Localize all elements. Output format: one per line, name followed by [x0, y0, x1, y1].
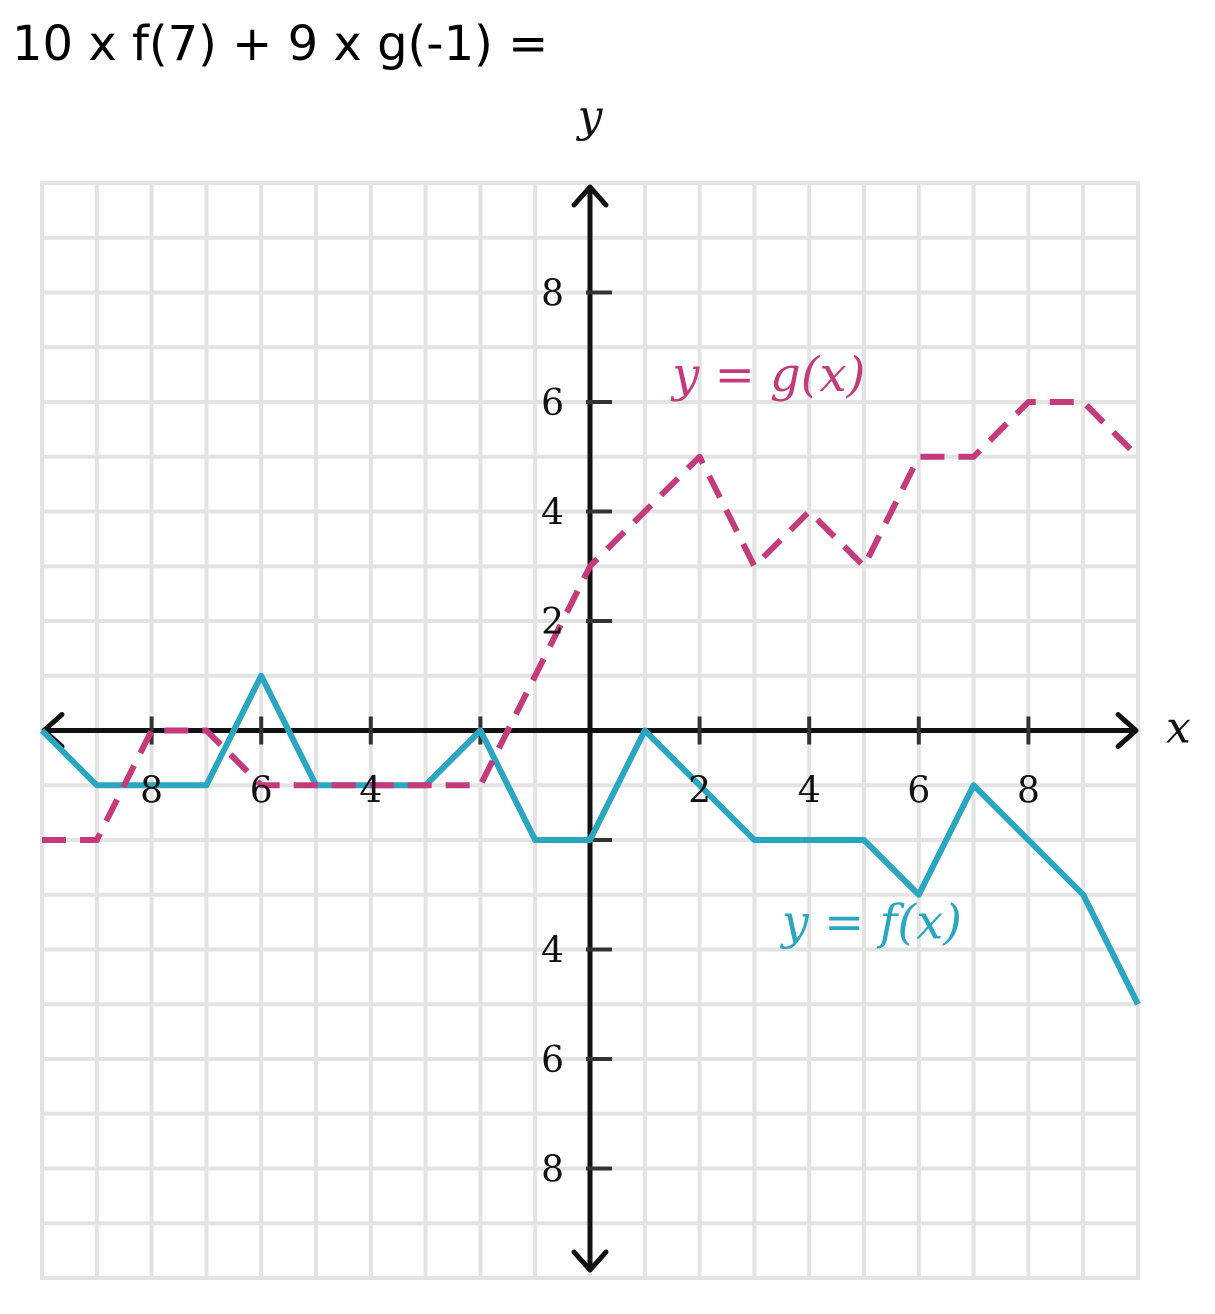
y-tick-label: 8	[541, 1150, 564, 1191]
y-tick-label: 6	[541, 1040, 564, 1081]
x-tick-label: 8	[140, 771, 163, 812]
x-tick-label: 8	[1017, 771, 1040, 812]
y-axis-arrow-up	[571, 184, 609, 208]
y-tick-label: 8	[541, 274, 564, 315]
x-tick-label: 6	[250, 771, 273, 812]
question-text: 10 x f(7) + 9 x g(-1) =	[12, 16, 549, 72]
y-tick-label: 6	[541, 383, 564, 424]
y-axis-arrow-down	[571, 1249, 609, 1273]
x-tick-label: 4	[359, 771, 382, 812]
series-line-1	[42, 399, 1141, 843]
series-line-0	[39, 672, 1141, 1006]
x-axis-label: x	[1166, 703, 1191, 754]
x-axis-arrow-right	[1115, 712, 1139, 749]
x-tick-label: 4	[798, 771, 821, 812]
y-tick-label: 2	[541, 602, 564, 643]
x-tick-label: 2	[688, 771, 711, 812]
series-lines	[39, 399, 1141, 1006]
ticks	[149, 290, 1031, 1171]
axes	[41, 184, 1139, 1273]
series-label-1: y = g(x)	[670, 347, 865, 403]
y-tick-label: 4	[541, 931, 564, 972]
series-label-0: y = f(x)	[780, 895, 962, 951]
y-axis-label: y	[576, 91, 604, 142]
x-tick-label: 6	[907, 771, 930, 812]
labels: 8 6 4 2 4 6 8 8 6 4 2 4 6 8 x y y = f(x) y = g(x)	[140, 91, 1191, 1191]
y-tick-label: 4	[541, 493, 564, 534]
